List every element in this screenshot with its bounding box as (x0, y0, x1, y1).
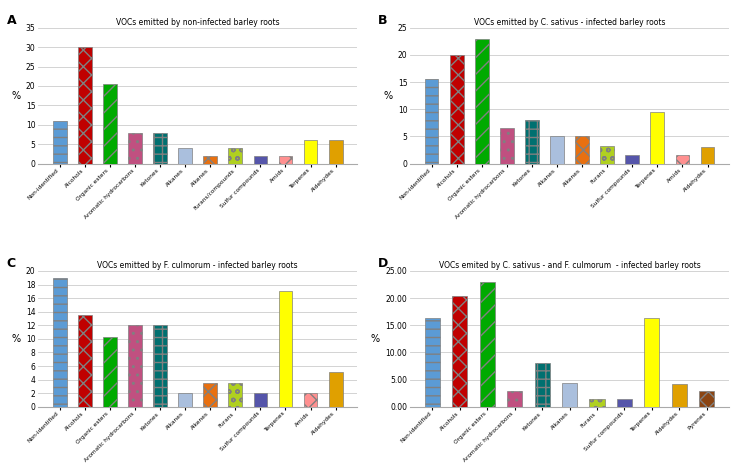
Bar (53, 278, 67, 407)
Bar (650, 112, 665, 164)
Bar (254, 393, 267, 407)
Bar (590, 399, 605, 407)
Bar (480, 282, 494, 407)
Bar (278, 156, 292, 164)
Bar (278, 292, 292, 407)
Bar (103, 337, 117, 407)
Bar (303, 393, 317, 407)
Bar (617, 399, 632, 407)
Bar (229, 383, 242, 407)
Bar (500, 128, 514, 164)
Bar (625, 155, 639, 164)
Bar (153, 325, 167, 407)
Y-axis label: %: % (11, 91, 20, 100)
Title: VOCs emitted by C. sativus - infected barley roots: VOCs emitted by C. sativus - infected ba… (474, 18, 665, 27)
Bar (600, 146, 614, 164)
Bar (178, 148, 192, 164)
Y-axis label: %: % (11, 334, 21, 344)
Bar (575, 137, 589, 164)
Bar (254, 156, 267, 164)
Bar (303, 140, 317, 164)
Bar (204, 156, 217, 164)
Bar (676, 155, 690, 164)
Bar (153, 133, 167, 164)
Bar (329, 372, 343, 407)
Bar (507, 391, 522, 407)
Bar (229, 148, 242, 164)
Y-axis label: %: % (371, 334, 380, 344)
Bar (550, 137, 564, 164)
Bar (525, 120, 539, 164)
Title: VOCs emitted by non-infected barley roots: VOCs emitted by non-infected barley root… (116, 18, 280, 27)
Bar (701, 147, 714, 164)
Bar (128, 325, 142, 407)
Bar (103, 84, 117, 164)
Bar (178, 393, 192, 407)
Text: A: A (7, 14, 16, 27)
Title: VOCs emitted by F. culmorum - infected barley roots: VOCs emitted by F. culmorum - infected b… (98, 261, 298, 270)
Bar (672, 384, 687, 407)
Bar (475, 38, 488, 164)
Bar (562, 383, 577, 407)
Bar (78, 47, 92, 164)
Bar (452, 296, 467, 407)
Bar (53, 121, 67, 164)
Bar (534, 363, 550, 407)
Bar (645, 318, 659, 407)
Bar (128, 133, 142, 164)
Bar (329, 140, 343, 164)
Bar (699, 391, 714, 407)
Text: D: D (378, 257, 388, 270)
Title: VOCs emited by C. sativus - and F. culmorum  - infected barley roots: VOCs emited by C. sativus - and F. culmo… (439, 261, 700, 270)
Text: B: B (378, 14, 388, 27)
Bar (425, 79, 438, 164)
Bar (425, 318, 440, 407)
Bar (78, 315, 92, 407)
Bar (450, 55, 463, 164)
Bar (204, 383, 217, 407)
Y-axis label: %: % (383, 91, 392, 100)
Text: C: C (7, 257, 16, 270)
